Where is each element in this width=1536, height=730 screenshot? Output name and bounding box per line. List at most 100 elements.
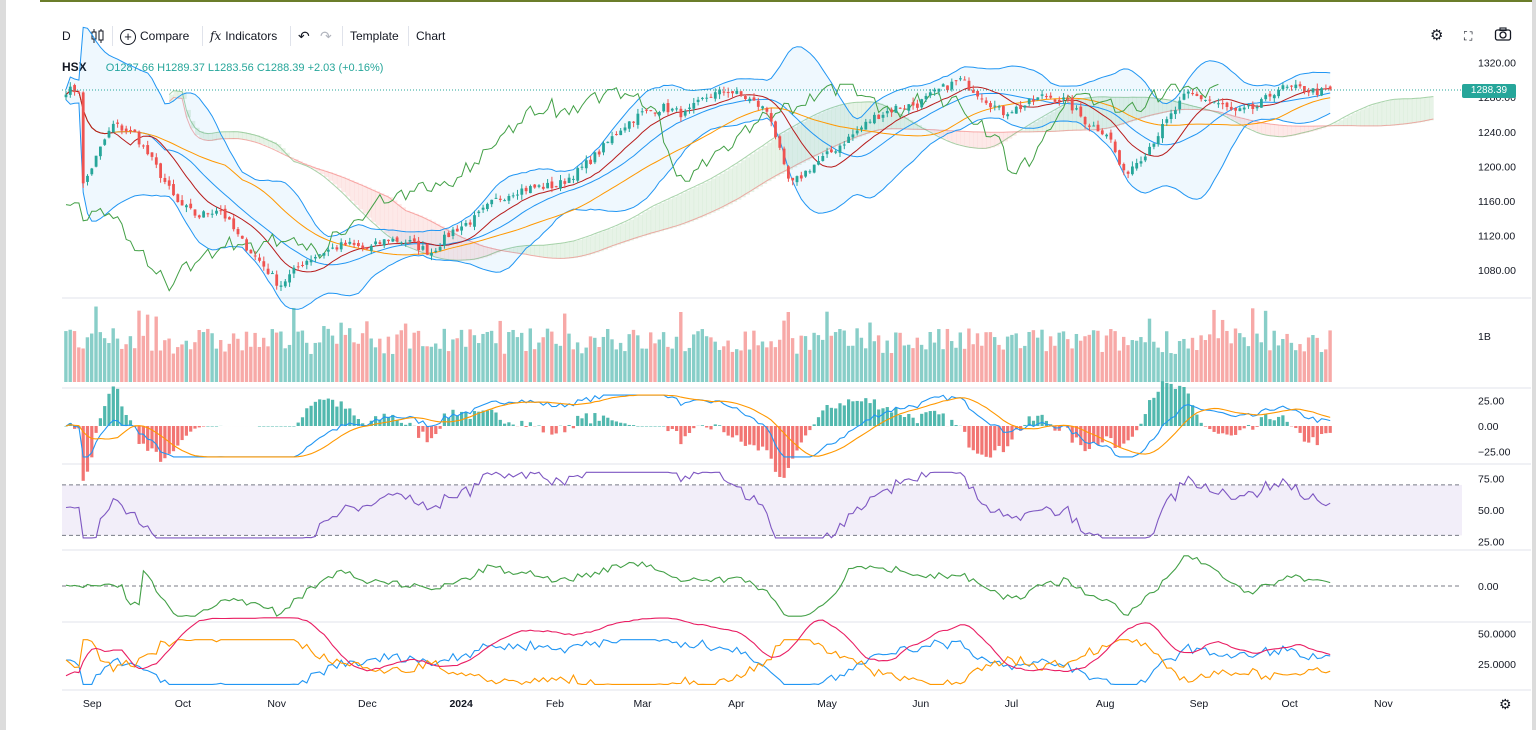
time-tick-label: Oct [1281, 698, 1297, 710]
macd-histogram-bar [1023, 424, 1027, 426]
candle [150, 152, 154, 161]
volume-bar [911, 348, 915, 382]
indicators-button[interactable]: fx Indicators [210, 26, 277, 46]
volume-bar [1294, 350, 1298, 382]
candle [1281, 82, 1285, 91]
volume-bar [253, 332, 257, 382]
template-button[interactable]: Template [350, 29, 399, 43]
macd-histogram-bar [722, 426, 726, 433]
candle [159, 162, 162, 183]
candle [1161, 119, 1164, 143]
volume-bar [902, 345, 907, 382]
candle [1002, 105, 1005, 119]
dmi-pane [65, 617, 1331, 686]
candle [933, 87, 936, 96]
chart-canvas[interactable]: 1320.001280.001240.001200.001160.001120.… [6, 0, 1532, 730]
indicators-label: Indicators [225, 29, 278, 43]
volume-bar [1061, 331, 1066, 382]
volume-bar [881, 352, 885, 382]
candle [1217, 98, 1220, 108]
candle [658, 110, 661, 118]
macd-histogram-bar [275, 426, 279, 427]
candle [455, 225, 459, 232]
volume-bar [1259, 342, 1263, 382]
macd-histogram-bar [576, 415, 580, 426]
macd-histogram-bar [773, 426, 778, 472]
candle [752, 93, 756, 101]
candle [339, 238, 343, 253]
volume-bar [339, 322, 343, 382]
volume-bar [915, 337, 919, 382]
candle [1019, 101, 1022, 113]
candle [103, 138, 107, 146]
volume-bar [601, 336, 606, 382]
volume-bar [838, 328, 842, 382]
volume-bar [1281, 339, 1285, 382]
macd-histogram-bar [954, 425, 958, 426]
volume-bar [1289, 342, 1294, 382]
volume-bar [760, 341, 765, 382]
volume-bar [1229, 343, 1233, 382]
fullscreen-icon[interactable]: ⛶ [1464, 29, 1473, 43]
macd-histogram-bar [1315, 426, 1319, 446]
volume-bar [876, 335, 881, 382]
candle [1053, 98, 1057, 105]
candle [791, 177, 795, 186]
candle [683, 108, 687, 118]
macd-histogram-bar [73, 426, 77, 429]
gear-icon[interactable]: ⚙ [1430, 27, 1444, 44]
candle [1225, 101, 1229, 111]
candle [167, 176, 171, 190]
axis-tick-label: 1240.00 [1478, 127, 1516, 139]
candle [301, 261, 304, 268]
volume-bar [1160, 352, 1165, 382]
macd-histogram-bar [1216, 426, 1220, 434]
volume-bar [1319, 352, 1324, 382]
volume-bar [1104, 335, 1109, 382]
volume-bar [446, 351, 451, 382]
volume-bar [941, 349, 945, 382]
volume-bar [997, 344, 1001, 382]
candle [1174, 106, 1177, 119]
adx-line [65, 617, 1331, 677]
macd-histogram-bar [816, 417, 821, 426]
volume-bar [68, 329, 72, 382]
candle [787, 165, 790, 182]
volume-bar [270, 329, 274, 382]
macd-histogram-bar [584, 413, 588, 426]
chart-button[interactable]: Chart [416, 29, 446, 43]
macd-histogram-bar [176, 426, 180, 446]
candle [283, 279, 287, 288]
compare-button[interactable]: + Compare [120, 26, 189, 46]
candle [670, 107, 674, 113]
macd-histogram-bar [180, 426, 184, 441]
macd-histogram-bar [326, 398, 330, 426]
volume-bar [356, 343, 360, 382]
volume-bar [1066, 339, 1070, 382]
undo-icon[interactable]: ↶ [298, 28, 310, 44]
macd-histogram-bar [726, 426, 730, 436]
volume-bar [163, 340, 167, 382]
macd-histogram-bar [563, 426, 567, 433]
interval-button[interactable]: D [62, 29, 71, 43]
macd-histogram-bar [116, 388, 120, 426]
time-tick-label: Aug [1096, 698, 1115, 710]
price-axis: 1320.001280.001240.001200.001160.001120.… [1478, 58, 1516, 671]
candle [107, 127, 111, 139]
macd-histogram-bar [967, 426, 971, 448]
candle [133, 129, 137, 133]
volume-bar [606, 328, 610, 382]
candle [382, 239, 386, 249]
macd-histogram-bar [709, 426, 713, 430]
volume-bar [485, 331, 489, 382]
candle [352, 239, 356, 248]
volume-bar [829, 335, 833, 382]
volume-bar [657, 339, 661, 382]
macd-histogram-bar [305, 408, 309, 426]
axis-tick-label: 0.00 [1478, 581, 1499, 593]
macd-histogram-bar [1195, 414, 1199, 426]
macd-histogram-bar [331, 399, 335, 426]
macd-histogram-bar [799, 426, 803, 443]
camera-icon[interactable] [1494, 26, 1512, 46]
redo-icon[interactable]: ↷ [320, 28, 332, 44]
